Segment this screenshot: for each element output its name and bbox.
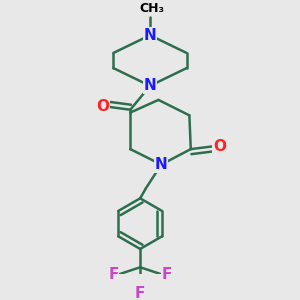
Text: N: N [144,28,156,43]
Text: F: F [108,267,118,282]
Text: CH₃: CH₃ [139,2,164,15]
Text: F: F [162,267,172,282]
Text: O: O [97,99,110,114]
Text: N: N [144,78,156,93]
Text: O: O [213,139,226,154]
Text: N: N [155,157,168,172]
Text: F: F [135,286,145,300]
